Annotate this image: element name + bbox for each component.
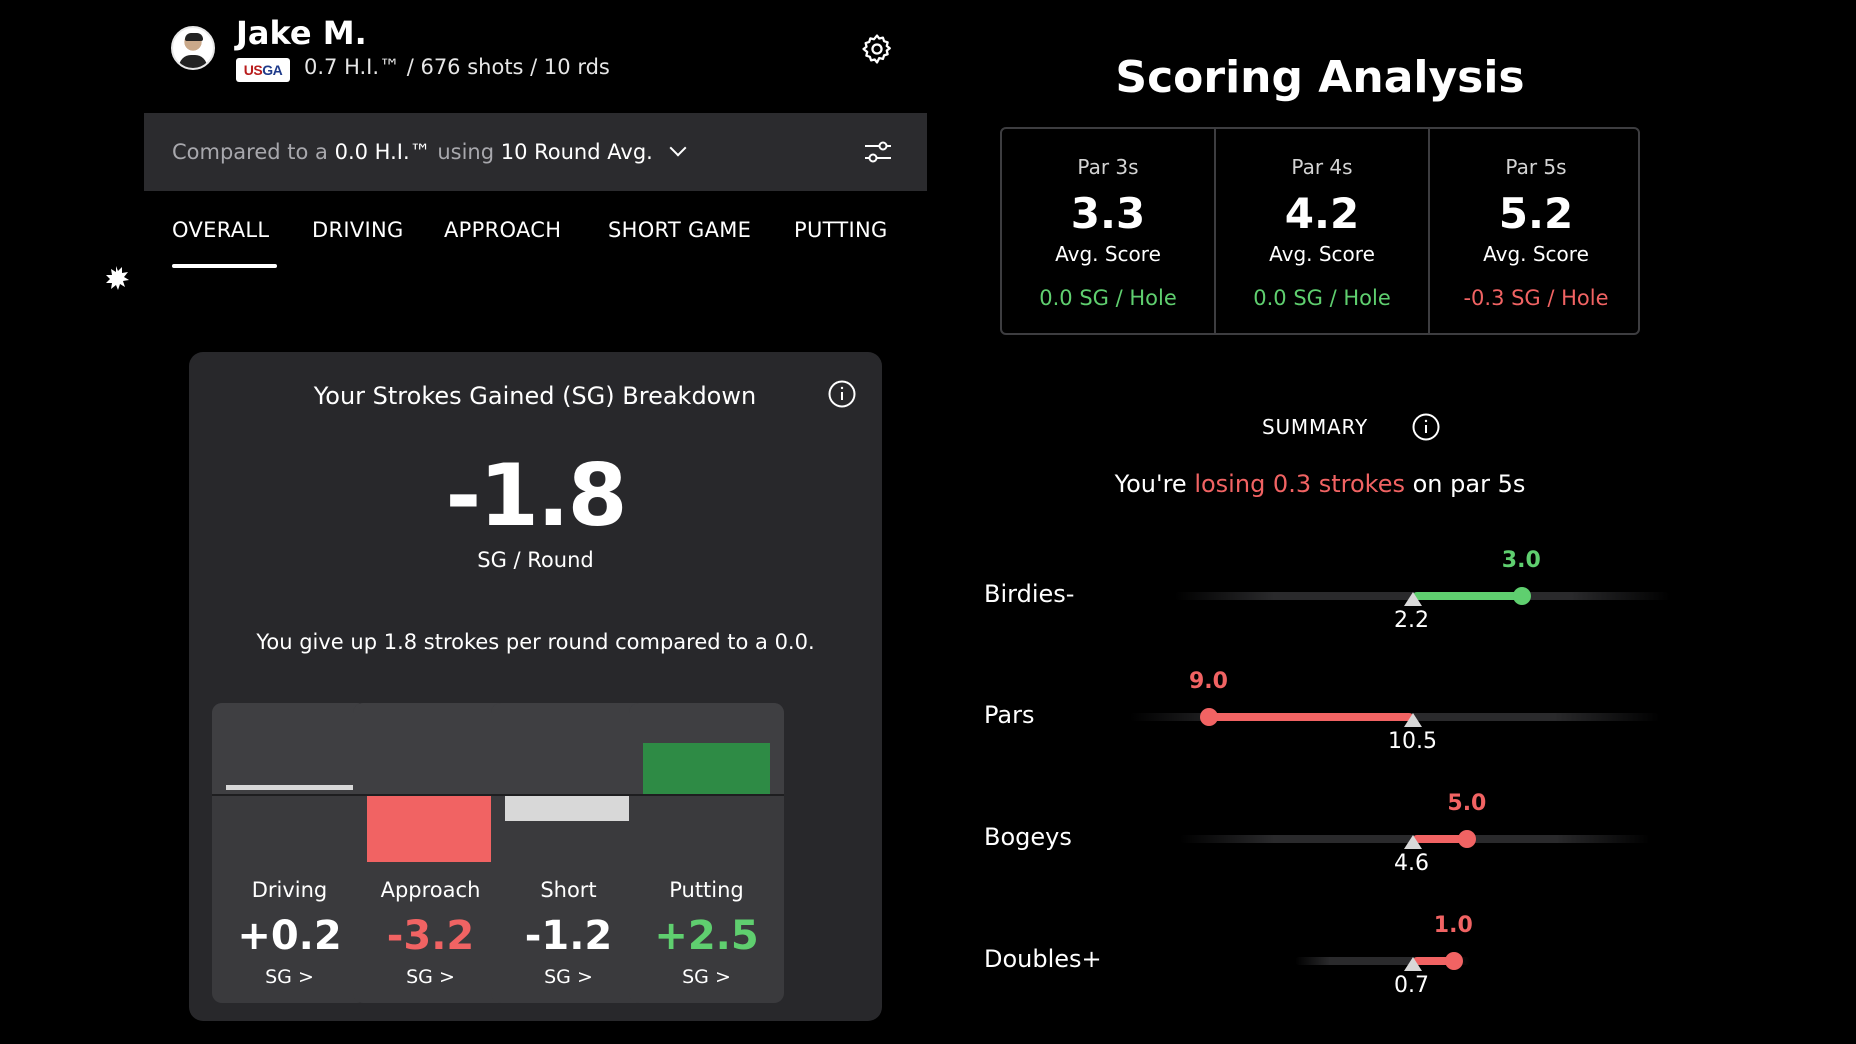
summary-post: on par 5s xyxy=(1404,470,1526,498)
splat-icon xyxy=(106,266,129,290)
active-tab-indicator xyxy=(172,264,277,268)
distribution-value: 1.0 xyxy=(1433,913,1473,938)
sg-description: You give up 1.8 strokes per round compar… xyxy=(256,630,815,654)
distribution-fill xyxy=(1209,713,1413,721)
gear-icon[interactable] xyxy=(860,32,894,66)
distribution-fill xyxy=(1413,835,1468,843)
sg-category-value: -3.2 xyxy=(386,913,475,959)
par3-column[interactable]: Par 3s 3.3 Avg. Score 0.0 SG / Hole xyxy=(1002,129,1214,333)
par-avg-score: 4.2 xyxy=(1284,189,1360,238)
distribution-benchmark: 0.7 xyxy=(1394,973,1429,998)
par-sg-per-hole: 0.0 SG / Hole xyxy=(1039,286,1177,310)
sg-category-short[interactable]: Short -1.2 SG > xyxy=(491,703,646,1003)
distribution-label: Pars xyxy=(984,701,1035,729)
user-stats: 0.7 H.I.™ / 676 shots / 10 rds xyxy=(304,55,610,79)
distribution-value: 3.0 xyxy=(1501,548,1541,573)
par-label: Par 3s xyxy=(1077,155,1139,179)
sg-category-link[interactable]: SG > xyxy=(265,966,314,988)
benchmark-marker xyxy=(1404,592,1422,606)
compare-prefix: Compared to a xyxy=(172,140,328,164)
summary-text: You're losing 0.3 strokes on par 5s xyxy=(960,470,1680,498)
distribution-value-dot[interactable] xyxy=(1512,587,1531,605)
distribution-label: Doubles+ xyxy=(984,945,1102,973)
sg-bar xyxy=(505,796,632,821)
distribution-label: Birdies- xyxy=(984,580,1075,608)
info-icon[interactable] xyxy=(1411,412,1441,442)
user-name: Jake M. xyxy=(236,14,367,52)
sg-category-value: -1.2 xyxy=(524,913,613,959)
sg-card-title: Your Strokes Gained (SG) Breakdown xyxy=(313,382,757,410)
tab-overall[interactable]: OVERALL xyxy=(172,218,270,242)
distribution-fill xyxy=(1413,957,1454,965)
usga-logo: USGA xyxy=(236,58,290,82)
sg-category-name: Driving xyxy=(251,878,328,902)
par-label: Par 5s xyxy=(1505,155,1567,179)
par4-column[interactable]: Par 4s 4.2 Avg. Score 0.0 SG / Hole xyxy=(1214,129,1428,333)
sg-category-link[interactable]: SG > xyxy=(682,966,731,988)
tab-approach[interactable]: APPROACH xyxy=(444,218,562,242)
par-label: Par 4s xyxy=(1291,155,1353,179)
compare-period: 10 Round Avg. xyxy=(500,140,653,164)
sg-category-value: +2.5 xyxy=(654,913,759,959)
sg-category-approach[interactable]: Approach -3.2 SG > xyxy=(353,703,508,1003)
par-sg-per-hole: -0.3 SG / Hole xyxy=(1463,286,1609,310)
sg-bar xyxy=(643,742,770,794)
sg-category-name: Approach xyxy=(380,878,481,902)
scoring-analysis-title: Scoring Analysis xyxy=(1115,52,1525,103)
tab-short-game[interactable]: SHORT GAME xyxy=(608,218,752,242)
summary-highlight: losing 0.3 strokes xyxy=(1194,470,1405,498)
sg-category-driving[interactable]: Driving +0.2 SG > xyxy=(212,703,367,1003)
distribution-value: 5.0 xyxy=(1447,791,1487,816)
par-avg-score-label: Avg. Score xyxy=(1269,242,1375,266)
tab-driving[interactable]: DRIVING xyxy=(312,218,404,242)
sg-category-link[interactable]: SG > xyxy=(406,966,455,988)
compare-bar[interactable]: Compared to a 0.0 H.I.™ using 10 Round A… xyxy=(144,113,927,191)
chevron-down-icon xyxy=(669,139,687,157)
distribution-benchmark: 2.2 xyxy=(1394,608,1429,633)
compare-handicap: 0.0 H.I.™ xyxy=(334,140,431,164)
compare-using: using xyxy=(437,140,495,164)
sg-category-value: +0.2 xyxy=(237,913,342,959)
sg-breakdown-card: Your Strokes Gained (SG) Breakdown -1.8 … xyxy=(189,352,882,1021)
distribution-label: Bogeys xyxy=(984,823,1072,851)
sg-category-name: Putting xyxy=(669,878,744,902)
distribution-benchmark: 10.5 xyxy=(1388,729,1437,754)
filter-sliders-icon[interactable] xyxy=(863,137,893,167)
par-avg-score: 5.2 xyxy=(1498,189,1574,238)
summary-heading: SUMMARY xyxy=(1262,415,1368,439)
par-averages-table: Par 3s 3.3 Avg. Score 0.0 SG / Hole Par … xyxy=(1000,127,1640,335)
sg-bar xyxy=(226,785,353,790)
par-avg-score-label: Avg. Score xyxy=(1483,242,1589,266)
sg-category-putting[interactable]: Putting +2.5 SG > xyxy=(629,703,784,1003)
par5-column[interactable]: Par 5s 5.2 Avg. Score -0.3 SG / Hole xyxy=(1428,129,1642,333)
distribution-value-dot[interactable] xyxy=(1458,830,1477,848)
par-avg-score-label: Avg. Score xyxy=(1055,242,1161,266)
benchmark-marker xyxy=(1404,957,1422,971)
tab-putting[interactable]: PUTTING xyxy=(794,218,888,242)
avatar[interactable] xyxy=(171,26,215,70)
benchmark-marker xyxy=(1404,835,1422,849)
distribution-value-dot[interactable] xyxy=(1444,952,1463,970)
distribution-benchmark: 4.6 xyxy=(1394,851,1429,876)
info-icon[interactable] xyxy=(827,379,857,409)
par-sg-per-hole: 0.0 SG / Hole xyxy=(1253,286,1391,310)
sg-category-link[interactable]: SG > xyxy=(544,966,593,988)
sg-bar xyxy=(367,796,494,862)
par-avg-score: 3.3 xyxy=(1070,189,1146,238)
distribution-track xyxy=(1295,957,1470,965)
distribution-fill xyxy=(1413,592,1522,600)
compare-selector[interactable]: Compared to a 0.0 H.I.™ using 10 Round A… xyxy=(172,139,687,164)
benchmark-marker xyxy=(1404,713,1422,727)
sg-category-name: Short xyxy=(540,878,597,902)
distribution-value: 9.0 xyxy=(1189,669,1228,694)
summary-pre: You're xyxy=(1114,470,1195,498)
distribution-value-dot[interactable] xyxy=(1200,708,1218,726)
sg-total-label: SG / Round xyxy=(477,548,594,572)
sg-total: -1.8 xyxy=(445,446,627,546)
